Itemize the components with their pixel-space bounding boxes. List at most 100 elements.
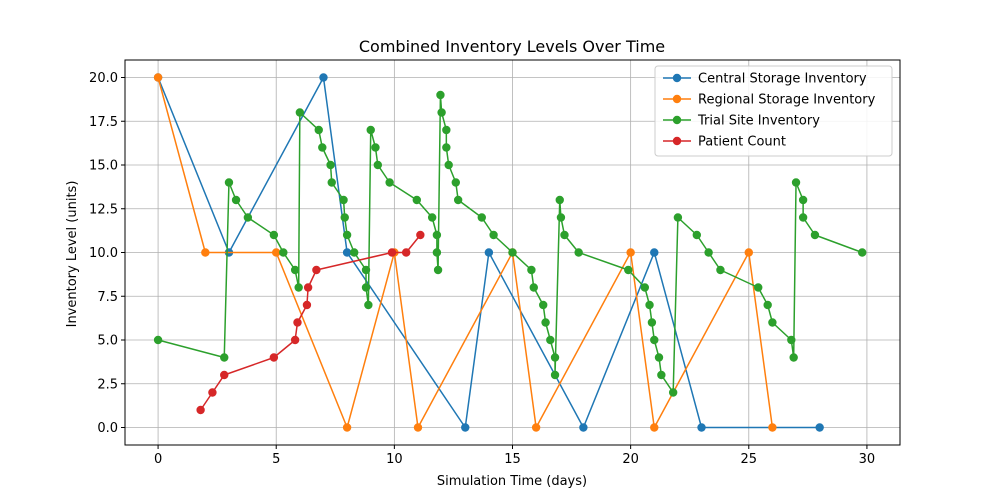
trial-site-inventory-point <box>556 213 566 222</box>
trial-site-inventory-point <box>539 300 548 310</box>
trial-site-inventory-point <box>433 265 443 275</box>
trial-site-inventory-point <box>220 353 229 362</box>
legend-item-central-storage-inventory: Central Storage Inventory <box>663 72 867 87</box>
trial-site-inventory-point <box>640 283 650 292</box>
trial-site-inventory-point <box>508 248 517 257</box>
patient-count-point <box>196 405 205 415</box>
central-storage-inventory-point <box>697 423 706 432</box>
trial-site-inventory-point <box>366 125 375 135</box>
trial-site-inventory-point <box>657 370 666 380</box>
y-tick-label: 12.5 <box>89 202 118 217</box>
legend-swatch-marker <box>672 115 682 125</box>
trial-site-inventory-point <box>704 248 713 257</box>
trial-site-inventory-point <box>231 195 241 205</box>
trial-site-inventory-point <box>477 213 486 222</box>
regional-storage-inventory-line <box>157 77 774 429</box>
x-tick-label: 0 <box>154 452 162 467</box>
legend-item-patient-count: Patient Count <box>663 135 786 150</box>
trial-site-inventory-point <box>412 195 422 205</box>
trial-site-inventory-point <box>153 335 163 345</box>
y-tick-label: 17.5 <box>89 115 118 130</box>
trial-site-inventory-point <box>647 318 657 327</box>
trial-site-inventory-point <box>654 353 664 362</box>
legend-label: Patient Count <box>698 135 786 150</box>
trial-site-inventory-point <box>560 230 569 240</box>
trial-site-inventory-point <box>327 178 336 187</box>
trial-site-inventory-point <box>789 353 798 362</box>
trial-site-inventory-point <box>541 318 550 327</box>
trial-site-inventory-point <box>373 160 383 170</box>
y-tick-label: 20.0 <box>89 71 118 86</box>
legend-swatch-marker <box>672 73 682 83</box>
trial-site-inventory-point <box>295 108 305 117</box>
trial-site-inventory-point <box>624 265 633 275</box>
trial-site-inventory-point <box>546 335 555 345</box>
trial-site-inventory-point <box>768 318 777 327</box>
legend-label: Regional Storage Inventory <box>698 93 876 108</box>
central-storage-inventory-line <box>157 76 820 429</box>
trial-site-inventory-point <box>318 143 327 152</box>
patient-count-point <box>387 248 397 257</box>
x-tick-label: 15 <box>504 452 521 467</box>
trial-site-inventory-point <box>371 143 380 152</box>
x-tick-label: 25 <box>741 452 758 467</box>
x-tick-label: 10 <box>386 452 403 467</box>
central-storage-inventory-point <box>650 248 659 257</box>
y-tick-label: 5.0 <box>97 334 118 349</box>
legend: Central Storage Inventory Regional Storag… <box>654 65 893 157</box>
regional-storage-inventory-point <box>626 248 635 257</box>
chart-title: Combined Inventory Levels Over Time <box>359 37 665 56</box>
regional-storage-inventory-point <box>201 248 210 257</box>
patient-count-point <box>208 388 217 397</box>
trial-site-inventory-point <box>754 283 763 292</box>
trial-site-inventory-point <box>269 230 279 240</box>
trial-site-inventory-point <box>361 283 371 292</box>
legend-swatch-marker <box>672 94 682 104</box>
trial-site-inventory-point <box>444 160 453 170</box>
patient-count-point <box>416 230 425 240</box>
x-axis-label: Simulation Time (days) <box>437 474 587 489</box>
regional-storage-inventory-point <box>768 423 777 432</box>
trial-site-inventory-point <box>432 230 442 240</box>
trial-site-inventory-point <box>437 108 446 117</box>
patient-count-point <box>290 335 300 345</box>
trial-site-inventory-point <box>787 335 796 345</box>
trial-site-inventory-point <box>550 370 560 380</box>
data-series <box>153 73 867 432</box>
trial-site-inventory-point <box>550 353 560 362</box>
patient-count-point <box>303 283 313 292</box>
trial-site-inventory-point <box>314 125 323 135</box>
legend-label: Central Storage Inventory <box>698 72 867 87</box>
trial-site-inventory-point <box>385 178 394 187</box>
regional-storage-inventory-point <box>650 423 659 432</box>
y-tick-label: 0.0 <box>97 421 118 436</box>
patient-count-point <box>220 370 229 380</box>
trial-site-inventory-point <box>290 265 300 275</box>
trial-site-inventory-point <box>442 125 451 135</box>
axis-ticks: 0 5 10 15 20 25 30 0.0 2.5 5.0 7.5 10.0 12.5 15.0 17.5… <box>89 71 875 467</box>
trial-site-inventory-point <box>650 335 659 345</box>
trial-site-inventory-point <box>857 248 867 257</box>
regional-storage-inventory-point <box>413 423 423 432</box>
regional-storage-inventory-point <box>272 248 281 257</box>
trial-site-inventory-point <box>668 388 678 397</box>
trial-site-inventory-point <box>645 300 654 310</box>
central-storage-inventory-point <box>342 248 352 257</box>
trial-site-inventory-point <box>349 248 359 257</box>
regional-storage-inventory-point <box>744 248 753 257</box>
y-tick-label: 15.0 <box>89 159 118 174</box>
central-storage-inventory-point <box>461 423 470 432</box>
legend-swatch-marker <box>672 136 682 146</box>
trial-site-inventory-point <box>527 265 536 275</box>
trial-site-inventory-point <box>243 213 253 222</box>
patient-count-point <box>293 318 302 327</box>
trial-site-inventory-point <box>442 143 451 152</box>
legend-item-regional-storage-inventory: Regional Storage Inventory <box>663 93 876 108</box>
trial-site-inventory-point <box>361 265 371 275</box>
regional-storage-inventory-point <box>531 423 541 432</box>
trial-site-inventory-point <box>432 248 442 257</box>
y-tick-label: 7.5 <box>97 290 118 305</box>
x-tick-label: 20 <box>622 452 639 467</box>
central-storage-inventory-point <box>579 423 588 432</box>
y-tick-label: 10.0 <box>89 246 118 261</box>
